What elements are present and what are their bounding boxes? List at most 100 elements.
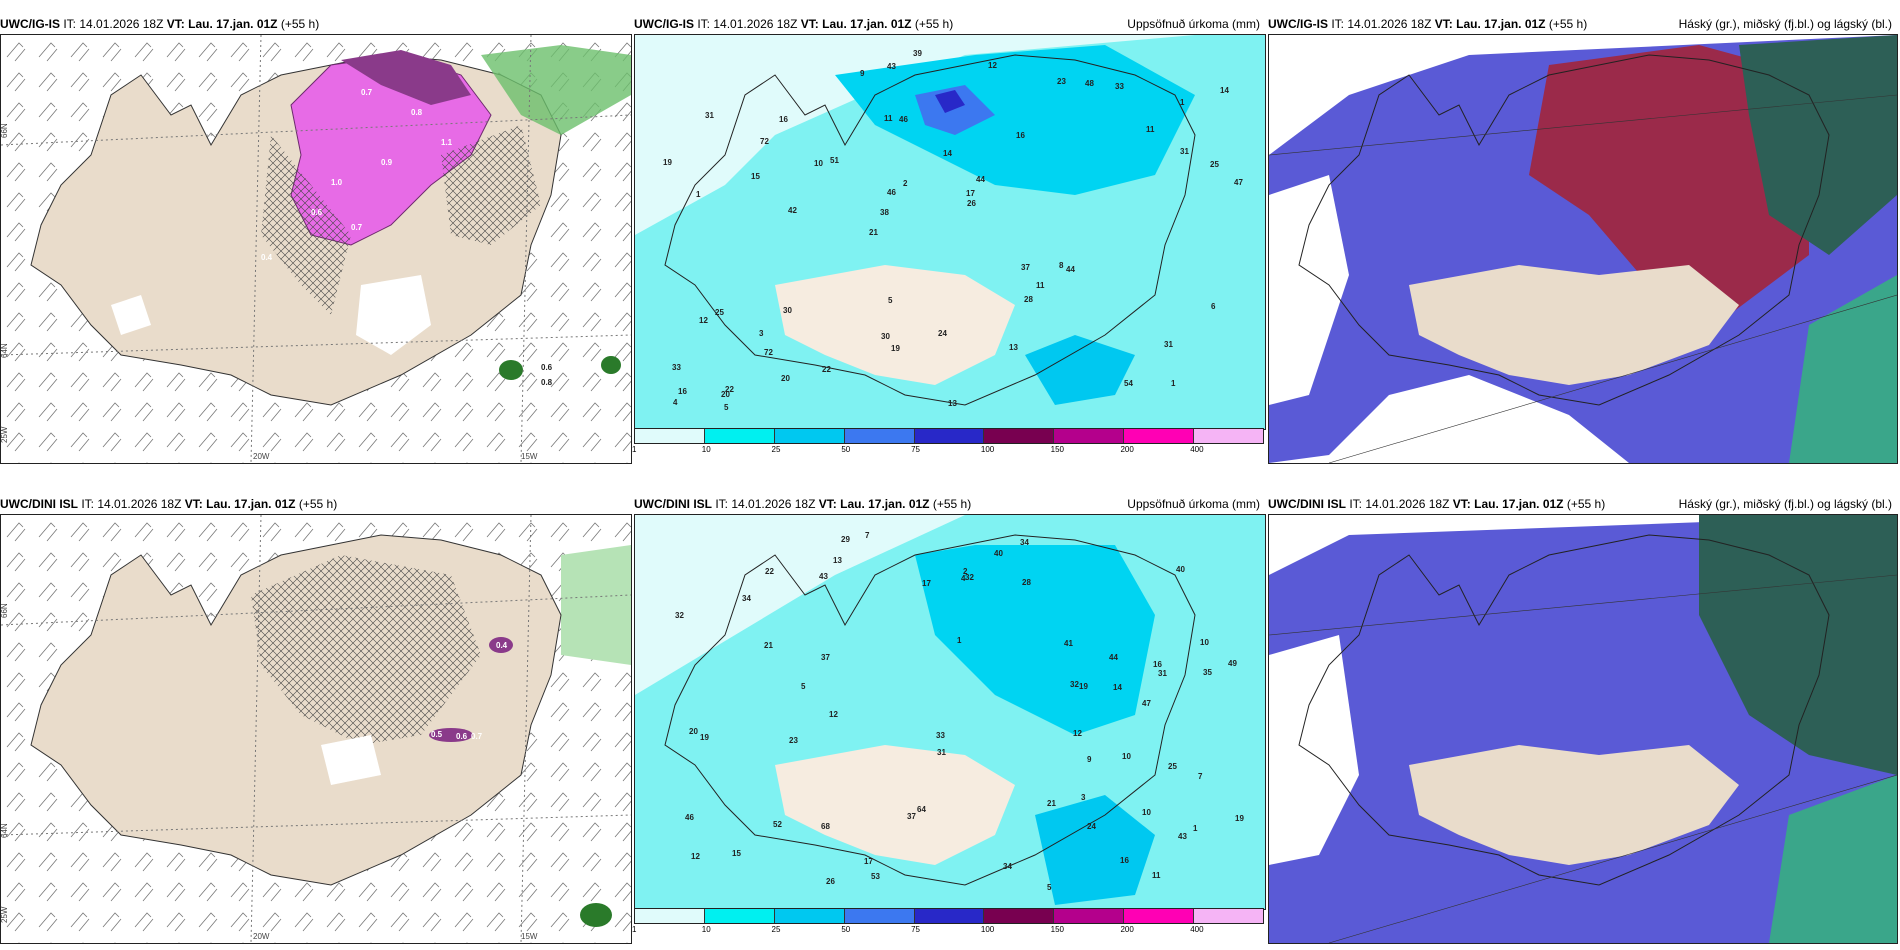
panel-subtitle: Uppsöfnuð úrkoma (mm) [1127,497,1260,511]
precip-value: 22 [765,567,774,576]
precip-value: 8 [1059,261,1064,270]
bottom-wind-panel: UWC/DINI ISL IT: 14.01.2026 18Z VT: Lau.… [0,494,634,946]
precip-value: 30 [881,332,890,341]
precip-value: 23 [1057,77,1066,86]
precip-value: 1 [1180,98,1185,107]
precip-value: 20 [781,374,790,383]
value-label: 0.6 [311,208,323,217]
precip-value: 48 [1085,79,1094,88]
precip-value: 11 [1152,871,1161,880]
precip-value: 14 [943,149,952,158]
top-precip-panel: UWC/IG-IS IT: 14.01.2026 18Z VT: Lau. 17… [632,14,1268,466]
precip-value: 21 [1047,799,1056,808]
wind-map: 0.7 0.8 1.1 0.9 1.0 0.6 0.4 0.7 0.6 0.8 … [0,34,632,464]
precip-map: 10 10 1 1 12 13 16 68 40 21 35 32 47 53 46 34 43 43 64 31 20… [634,514,1266,910]
colorbar-swatch [704,909,775,923]
colorbar [634,428,1264,444]
precip-value: 24 [1087,822,1096,831]
colorbar-swatch [1054,909,1125,923]
precip-value-labels: 1112116221114255133724644443143473731383… [663,49,1243,412]
precip-value: 19 [700,733,709,742]
precip-value: 4 [673,398,678,407]
precip-value: 40 [994,549,1003,558]
precip-value: 47 [1142,699,1151,708]
precip-value: 21 [764,641,773,650]
colorbar [634,908,1264,924]
precip-value: 2 [963,567,968,576]
lat-label: 66N [1,123,9,138]
precip-value: 42 [788,206,797,215]
colorbar-tick: 1 [632,925,637,934]
precip-value: 20 [689,727,698,736]
precip-value: 30 [783,306,792,315]
precip-value: 19 [891,344,900,353]
precip-value: 11 [884,114,893,123]
colorbar-swatch [1194,909,1264,923]
colorbar-tick: 150 [1050,925,1065,934]
precip-value: 2 [903,179,908,188]
colorbar-swatch [1054,429,1125,443]
precip-value: 21 [869,228,878,237]
precip-value: 33 [936,731,945,740]
precip-value: 16 [1120,856,1129,865]
lat-label: 66N [1,603,9,618]
precip-value: 64 [917,805,926,814]
value-label: 0.7 [471,732,483,741]
value-label: 0.6 [456,732,468,741]
white-patch [111,295,151,335]
colorbar-ticks: 1 10 25 50 75 100 150 200 400 [632,445,1264,457]
panel-title: UWC/DINI ISL IT: 14.01.2026 18Z VT: Lau.… [0,497,338,511]
precip-value: 31 [1158,669,1167,678]
precip-value: 5 [724,403,729,412]
precip-value: 31 [705,111,714,120]
precip-value: 32 [1070,680,1079,689]
precip-value: 16 [779,115,788,124]
precip-value: 19 [1235,814,1244,823]
precip-value: 14 [1113,683,1122,692]
bottom-precip-panel: UWC/DINI ISL IT: 14.01.2026 18Z VT: Lau.… [632,494,1268,946]
precip-value: 3 [759,329,764,338]
colorbar-tick: 25 [771,925,781,934]
precip-value: 12 [988,61,997,70]
precip-value: 7 [1198,772,1203,781]
precip-value: 9 [1087,755,1092,764]
value-label: 0.6 [541,363,553,372]
precip-value: 53 [871,872,880,881]
precip-value: 44 [1066,265,1075,274]
colorbar-swatch [635,909,705,923]
precip-value: 46 [685,813,694,822]
precip-value: 40 [1176,565,1185,574]
precip-value: 7 [865,531,870,540]
bottom-cloud-panel: UWC/DINI ISL IT: 14.01.2026 18Z VT: Lau.… [1268,494,1900,946]
precip-value: 17 [922,579,931,588]
precip-value: 1 [1171,379,1176,388]
value-label: 0.7 [351,223,363,232]
precip-value: 12 [691,852,700,861]
top-wind-panel: UWC/IG-IS IT: 14.01.2026 18Z VT: Lau. 17… [0,14,634,466]
precip-value: 19 [1079,682,1088,691]
precip-value: 34 [1020,538,1029,547]
precip-value: 16 [678,387,687,396]
cloud-map [1268,514,1898,944]
precip-value: 43 [887,62,896,71]
precip-value: 5 [801,682,806,691]
precip-green [481,45,631,135]
wind-map: 0.4 0.5 0.6 0.7 66N 64N 25W 20W 15W [0,514,632,944]
colorbar-tick: 50 [841,925,851,934]
colorbar-tick: 200 [1120,925,1134,934]
colorbar-swatch [1124,429,1195,443]
panel-subtitle: Háský (gr.), miðský (fj.bl.) og lágský (… [1678,17,1892,31]
precip-value: 17 [864,857,873,866]
colorbar-swatch [844,429,915,443]
precip-value: 51 [830,156,839,165]
precip-value: 3 [1081,793,1086,802]
precip-value: 12 [699,316,708,325]
value-label: 0.8 [411,108,423,117]
value-label: 0.4 [496,641,508,650]
precip-value: 29 [841,535,850,544]
precip-value: 34 [1003,862,1012,871]
green-blob [499,360,523,380]
colorbar-ticks: 1 10 25 50 75 100 150 200 400 [632,925,1264,937]
hatched-area [261,135,351,315]
precip-value: 10 [1200,638,1209,647]
